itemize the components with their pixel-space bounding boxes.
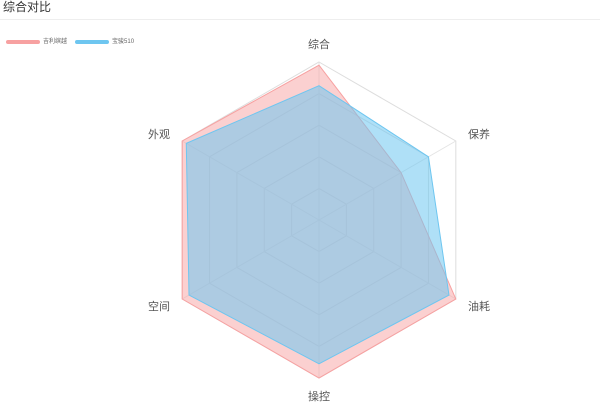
radar-axis-label-1: 保养 bbox=[468, 127, 490, 141]
legend: 吉利缤越 宝骏510 bbox=[6, 37, 134, 47]
legend-swatch-baojun bbox=[75, 40, 110, 44]
radar-axis-label-3: 操控 bbox=[308, 389, 330, 403]
radar-series bbox=[181, 64, 457, 379]
radar-axis-label-4: 空间 bbox=[148, 299, 170, 313]
title-bar: 综合对比 bbox=[0, 0, 600, 20]
radar-series-area-1 bbox=[185, 85, 450, 365]
radar-axis-label-0: 综合 bbox=[308, 37, 330, 51]
page-title: 综合对比 bbox=[3, 0, 52, 14]
legend-item-baojun[interactable]: 宝骏510 bbox=[75, 38, 134, 46]
radar-axis-label-5: 外观 bbox=[148, 128, 170, 141]
radar-axis-label-2: 油耗 bbox=[468, 299, 490, 313]
legend-label-geely: 吉利缤越 bbox=[43, 39, 68, 45]
legend-swatch-geely bbox=[6, 40, 40, 44]
legend-label-baojun: 宝骏510 bbox=[112, 39, 135, 45]
legend-item-geely[interactable]: 吉利缤越 bbox=[6, 38, 67, 46]
